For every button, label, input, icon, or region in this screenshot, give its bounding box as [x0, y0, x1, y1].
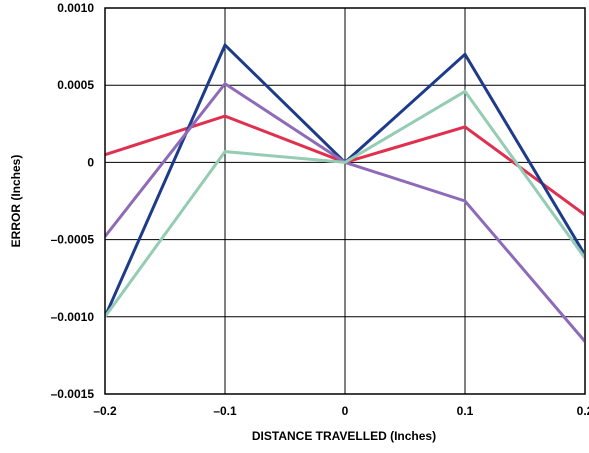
y-tick-label: –0.0005	[51, 233, 95, 247]
plot-frame	[104, 7, 586, 395]
y-tick-labels: 0.0010 0.0005 0 –0.0005 –0.0010 –0.0015	[51, 1, 95, 401]
y-tick-label: 0.0005	[57, 78, 94, 92]
y-tick-label: 0.0010	[57, 1, 94, 15]
x-tick-labels: –0.2 –0.1 0 0.1 0.2	[93, 404, 589, 418]
y-tick-label: –0.0015	[51, 387, 95, 401]
x-tick-label: 0	[342, 404, 349, 418]
x-tick-label: 0.1	[457, 404, 474, 418]
series-lines	[105, 42, 584, 343]
x-tick-label: –0.1	[213, 404, 237, 418]
x-axis-label: DISTANCE TRAVELLED (Inches)	[252, 429, 436, 443]
x-tick-label: 0.2	[577, 404, 589, 418]
y-tick-label: –0.0010	[51, 310, 95, 324]
series-line-4	[105, 89, 584, 318]
gridlines	[104, 7, 586, 395]
y-tick-label: 0	[87, 155, 94, 169]
y-axis-label: ERROR (Inches)	[9, 155, 23, 248]
x-tick-label: –0.2	[93, 404, 117, 418]
